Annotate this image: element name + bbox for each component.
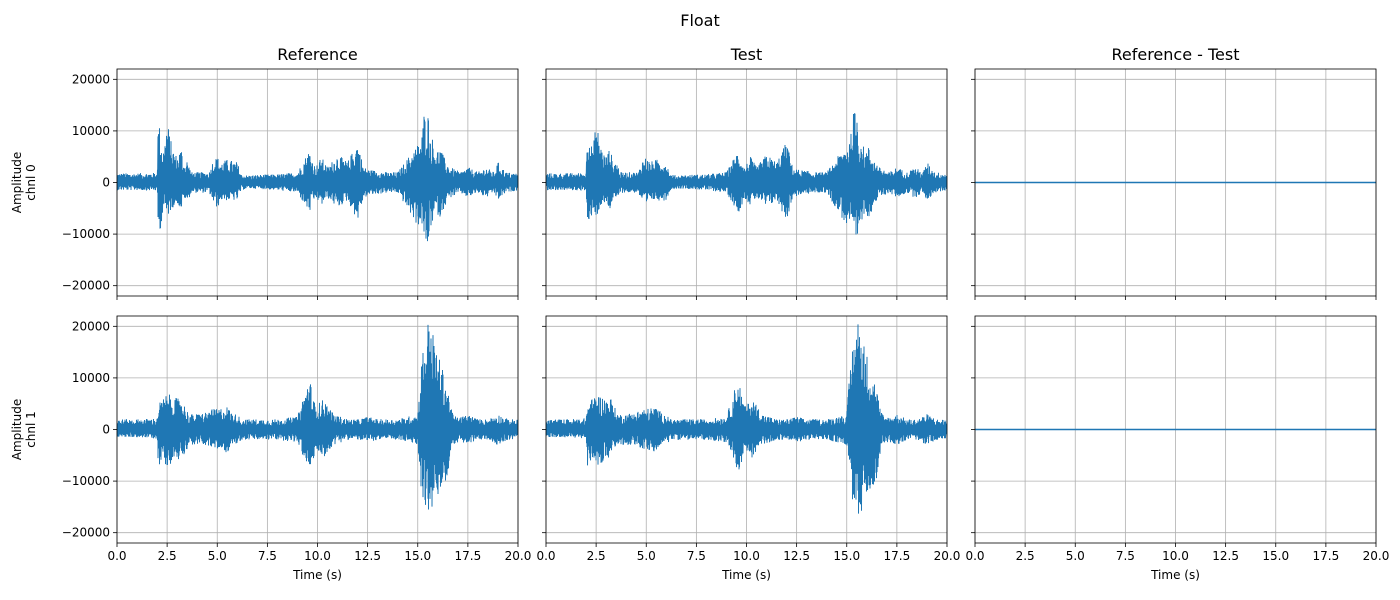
- x-tick-label: 15.0: [833, 549, 860, 563]
- y-tick-label: 20000: [72, 319, 110, 333]
- x-tick-label: 20.0: [934, 549, 961, 563]
- waveform-line: [117, 324, 518, 510]
- x-tick-label: 17.5: [455, 549, 482, 563]
- axes-frame: [116, 315, 519, 544]
- x-tick-label: 20.0: [505, 549, 532, 563]
- y-tick-label: −10000: [62, 227, 110, 241]
- x-tick-label: 0.0: [536, 549, 555, 563]
- x-tick-label: 10.0: [1162, 549, 1189, 563]
- y-tick-label: −20000: [62, 526, 110, 540]
- x-tick-label: 5.0: [208, 549, 227, 563]
- axes-frame: [545, 68, 948, 297]
- x-tick-label: 10.0: [304, 549, 331, 563]
- x-tick-label: 0.0: [107, 549, 126, 563]
- x-tick-label: 5.0: [1066, 549, 1085, 563]
- x-tick-label: 0.0: [965, 549, 984, 563]
- y-axis-label: Amplitudechnl 1: [10, 399, 38, 461]
- subplot-1-2: Test: [542, 45, 948, 300]
- x-tick-label: 2.5: [587, 549, 606, 563]
- x-tick-label: 15.0: [1262, 549, 1289, 563]
- x-tick-label: 20.0: [1363, 549, 1390, 563]
- axes-frame: [974, 68, 1377, 297]
- subplot-title: Reference - Test: [1111, 45, 1239, 64]
- x-tick-label: 17.5: [1313, 549, 1340, 563]
- x-tick-label: 17.5: [884, 549, 911, 563]
- x-tick-label: 7.5: [258, 549, 277, 563]
- y-tick-label: 0: [102, 423, 110, 437]
- y-tick-label: 10000: [72, 124, 110, 138]
- axes-frame: [545, 315, 948, 544]
- subplot-title: Test: [730, 45, 763, 64]
- x-axis-label: Time (s): [721, 568, 771, 582]
- x-tick-label: 12.5: [1212, 549, 1239, 563]
- subplot-2-3: 0.0 2.5 5.0 7.5 10.0 12.5 15.0 17.5 20.0 Time (s): [965, 315, 1390, 582]
- waveform-line: [546, 324, 947, 514]
- y-tick-label: 0: [102, 176, 110, 190]
- x-tick-label: 10.0: [733, 549, 760, 563]
- axes-frame: [974, 315, 1377, 544]
- x-tick-label: 2.5: [158, 549, 177, 563]
- x-tick-label: 15.0: [404, 549, 431, 563]
- waveform-line: [546, 113, 947, 235]
- subplot-1-3: Reference - Test: [971, 45, 1377, 300]
- subplot-2-2: 0.0 2.5 5.0 7.5 10.0 12.5 15.0 17.5 20.0 Time (s): [536, 315, 961, 582]
- subplot-1-1: −20000 −10000 0 10000 20000 Reference Amplitud…: [10, 45, 519, 300]
- y-axis-label: Amplitudechnl 0: [10, 152, 38, 214]
- x-tick-label: 7.5: [687, 549, 706, 563]
- y-tick-label: −20000: [62, 279, 110, 293]
- x-tick-label: 2.5: [1016, 549, 1035, 563]
- subplot-grid: −20000 −10000 0 10000 20000 Reference Amplitud…: [10, 45, 1389, 582]
- waveform-line: [117, 116, 518, 242]
- subplot-2-1: 0.0 2.5 5.0 7.5 10.0 12.5 15.0 17.5 20.0 −20000 −1…: [10, 315, 532, 582]
- x-tick-label: 12.5: [354, 549, 381, 563]
- x-axis-label: Time (s): [1150, 568, 1200, 582]
- x-tick-label: 12.5: [783, 549, 810, 563]
- x-axis-label: Time (s): [292, 568, 342, 582]
- figure-title: Float: [680, 11, 720, 30]
- y-tick-label: −10000: [62, 474, 110, 488]
- y-tick-label: 20000: [72, 72, 110, 86]
- y-tick-label: 10000: [72, 371, 110, 385]
- x-tick-label: 5.0: [637, 549, 656, 563]
- x-tick-label: 7.5: [1116, 549, 1135, 563]
- axes-frame: [116, 68, 519, 297]
- subplot-title: Reference: [277, 45, 358, 64]
